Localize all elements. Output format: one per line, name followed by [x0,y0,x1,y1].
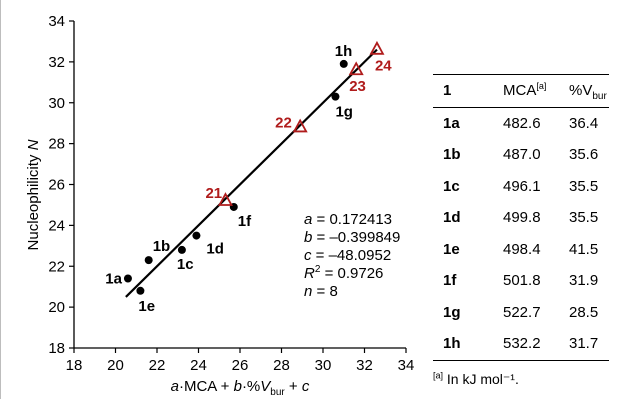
point-label-24: 24 [375,58,392,75]
table-row: 1d 499.8 35.5 [433,202,609,234]
point-label-1g: 1g [335,104,353,121]
cell-compound: 1h [443,335,461,353]
table-row: 1g 522.7 28.5 [433,297,609,329]
x-tick-label: 20 [107,357,124,374]
y-tick-label: 22 [48,258,65,275]
x-tick-label: 28 [273,357,290,374]
equation-c: c = –48.0952 [304,247,391,264]
y-tick-label: 28 [48,136,65,153]
x-tick-label: 34 [398,357,415,374]
point-22 [292,118,308,133]
table-row: 1b 487.0 35.6 [433,139,609,171]
point-label-23: 23 [349,78,366,95]
point-label-1f: 1f [238,213,252,230]
equation-n: n = 8 [304,283,338,300]
ticks [69,20,407,353]
data-points [123,40,385,295]
point-labels: 1a 1b 1c 1d 1e 1f 1g 1h 21 22 23 24 [105,43,392,315]
y-tick-label: 32 [48,54,65,71]
header-mca: MCA[a] [503,81,547,100]
point-label-1b: 1b [153,238,171,255]
y-tick-label: 34 [48,13,65,30]
point-1a [123,274,132,283]
point-24 [369,40,385,55]
x-tick-label: 22 [149,357,166,374]
cell-vbur: 41.5 [569,240,599,258]
point-1c [177,245,186,254]
cell-compound: 1e [443,240,460,258]
cell-compound: 1g [443,303,461,321]
point-label-1h: 1h [335,43,353,60]
header-compound: 1 [443,82,452,100]
cell-mca: 496.1 [503,177,541,195]
equation-b: b = –0.399849 [304,229,400,246]
table-header-row: 1 MCA[a] %Vbur [433,74,609,107]
table-row: 1h 532.2 31.7 [433,328,609,360]
cell-compound: 1b [443,146,461,164]
point-1d [192,231,201,240]
tick-labels: 18 20 22 24 26 28 30 32 34 18 20 22 24 26 28 30 32 34 [48,13,414,374]
table-row: 1c 496.1 35.5 [433,171,609,203]
cell-mca: 482.6 [503,114,541,132]
point-label-22: 22 [275,114,292,131]
cell-vbur: 35.5 [569,209,599,227]
table-row: 1e 498.4 41.5 [433,234,609,266]
x-tick-label: 32 [356,357,373,374]
y-tick-label: 24 [48,217,65,234]
x-axis-label: a·MCA + b·%Vbur + c [171,378,310,398]
cell-vbur: 35.6 [569,146,599,164]
table-row: 1a 482.6 36.4 [433,107,609,139]
y-axis-label: Nucleophilicity N [25,139,42,250]
header-vbur: %Vbur [569,82,607,103]
x-tick-label: 30 [315,357,332,374]
x-tick-label: 24 [190,357,207,374]
x-tick-label: 26 [232,357,249,374]
y-tick-label: 30 [48,95,65,112]
x-tick-label: 18 [66,357,83,374]
cell-compound: 1c [443,177,460,195]
cell-compound: 1a [443,114,460,132]
cell-vbur: 31.7 [569,335,599,353]
left-border-line [0,0,1,399]
y-tick-label: 18 [48,340,65,357]
cell-mca: 501.8 [503,272,541,290]
cell-mca: 532.2 [503,335,541,353]
point-23 [348,61,364,76]
point-label-21: 21 [205,185,222,202]
fit-line [125,48,378,298]
cell-compound: 1f [443,272,457,290]
equation-a: a = 0.172413 [304,211,392,228]
cell-mca: 522.7 [503,303,541,321]
equation-r2: R2 = 0.9726 [304,264,383,282]
table-footnote: [a] In kJ mol⁻¹. [433,369,519,387]
point-1e [136,286,145,295]
point-label-1a: 1a [105,271,122,288]
point-label-1c: 1c [177,256,194,273]
cell-compound: 1d [443,209,461,227]
point-label-1d: 1d [206,241,224,258]
y-tick-label: 26 [48,177,65,194]
table-row: 1f 501.8 31.9 [433,265,609,297]
cell-mca: 499.8 [503,209,541,227]
y-axis-label-text: Nucleophilicity [25,150,42,250]
point-1h [339,59,348,68]
point-label-1e: 1e [138,298,155,315]
cell-vbur: 28.5 [569,303,599,321]
cell-vbur: 36.4 [569,114,599,132]
cell-mca: 498.4 [503,240,541,258]
point-1g [331,92,340,101]
data-table: 1 MCA[a] %Vbur 1a 482.6 36.4 1b 487.0 35.6 1c 4… [433,74,609,361]
cell-mca: 487.0 [503,146,541,164]
point-1b [144,256,153,265]
data-table-container: 1 MCA[a] %Vbur 1a 482.6 36.4 1b 487.0 35.6 1c 4… [433,74,609,388]
point-21 [217,192,233,206]
cell-vbur: 35.5 [569,177,599,195]
cell-vbur: 31.9 [569,272,599,290]
y-tick-label: 20 [48,299,65,316]
